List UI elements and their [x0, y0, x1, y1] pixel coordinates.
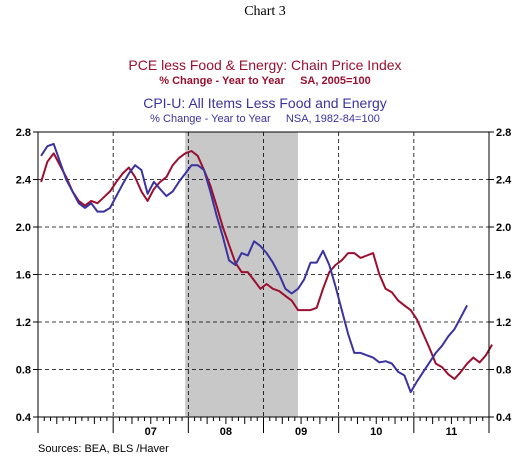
- y-tick-label-left: 2.0: [16, 222, 31, 234]
- x-tick-label: 11: [446, 426, 458, 438]
- y-tick-label-right: 1.2: [496, 317, 511, 329]
- series-line-cpi: [40, 142, 468, 394]
- y-tick-label-right: 2.8: [496, 127, 511, 139]
- x-tick-label: 07: [145, 426, 157, 438]
- x-tick-label: 08: [220, 426, 232, 438]
- y-tick-label-left: 2.4: [16, 175, 32, 187]
- title-cpi: CPI-U: All Items Less Food and Energy: [143, 95, 387, 111]
- series-line-pce: [40, 150, 493, 380]
- y-tick-label-right: 2.4: [496, 175, 512, 187]
- y-tick-label-left: 1.2: [16, 317, 31, 329]
- y-tick-label-right: 1.6: [496, 270, 511, 282]
- series-lines: [40, 142, 493, 394]
- y-tick-label-right: 0.8: [496, 365, 511, 377]
- gridlines: [38, 132, 489, 417]
- x-tick-label: 10: [370, 426, 382, 438]
- y-tick-label-right: 2.0: [496, 222, 511, 234]
- subtitle-pce: % Change - Year to Year SA, 2005=100: [159, 75, 370, 87]
- y-tick-label-left: 1.6: [16, 270, 31, 282]
- title-pce: PCE less Food & Energy: Chain Price Inde…: [128, 57, 401, 73]
- axes: 0.4 0.4 0.8 0.8 1.2 1.2 1.6 1.6 2.0 2.0 2.4 2.4 2.8 2…: [16, 127, 512, 438]
- source-note: Sources: BEA, BLS /Haver: [38, 443, 169, 455]
- chart-header: Chart 3: [244, 4, 286, 19]
- subtitle-cpi: % Change - Year to Year NSA, 1982-84=100: [150, 113, 380, 125]
- y-tick-label-right: 0.4: [496, 412, 512, 424]
- y-tick-label-left: 0.4: [16, 412, 32, 424]
- x-tick-label: 09: [295, 426, 307, 438]
- y-tick-label-left: 0.8: [16, 365, 31, 377]
- y-tick-label-left: 2.8: [16, 127, 31, 139]
